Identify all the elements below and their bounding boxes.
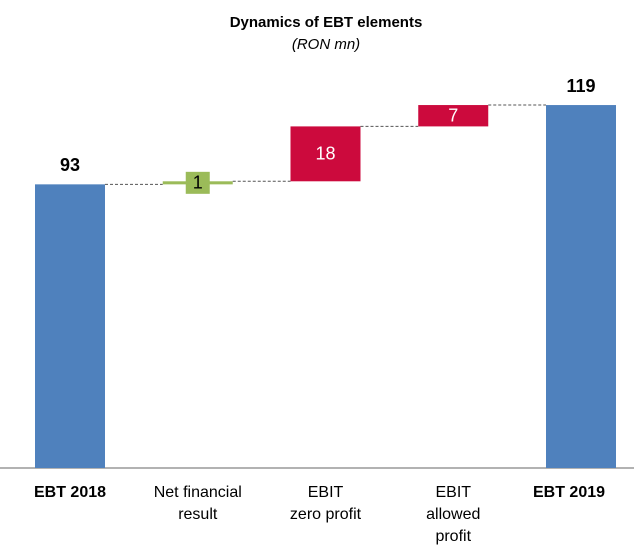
- label-box: [185, 171, 210, 194]
- value-label: 18: [315, 144, 335, 164]
- bar: [546, 105, 616, 469]
- x-tick-label: EBT 2019: [532, 484, 606, 501]
- x-tick-label: EBIT allowed profit: [426, 484, 481, 545]
- chart-subtitle: (RON mn): [292, 36, 360, 53]
- value-label: 119: [566, 76, 595, 96]
- value-label: 1: [193, 173, 203, 193]
- value-label: 93: [60, 155, 80, 175]
- bar: [35, 184, 105, 468]
- bar: [418, 105, 489, 127]
- x-tick-label: Net financial result: [153, 484, 242, 523]
- chart-title: Dynamics of EBT elements: [230, 14, 423, 31]
- x-tick-label: EBIT zero profit: [289, 484, 362, 523]
- value-label: 7: [448, 105, 458, 125]
- bar: [290, 126, 361, 182]
- x-tick-label: EBT 2018: [33, 484, 107, 501]
